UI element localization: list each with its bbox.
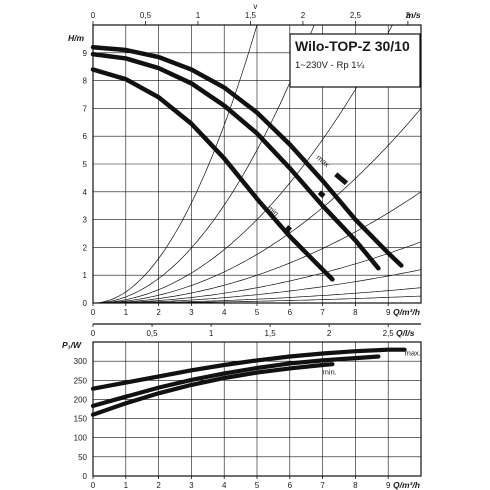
head-x-tick-label: 4 [222, 308, 227, 317]
power-y-tick-label: 0 [83, 472, 88, 481]
system-curve-line [93, 269, 421, 303]
head-x-tick-label: 0 [91, 308, 96, 317]
system-curve-line [93, 25, 258, 303]
power-y-axis-label: P₁/W [62, 340, 82, 350]
system-curve-line [93, 241, 421, 303]
head-x-axis-label: Q/m³/h [393, 307, 420, 317]
head-x-tick-label: 6 [288, 308, 293, 317]
power-y-tick-label: 150 [74, 415, 88, 424]
head-x-tick-label: 3 [189, 308, 194, 317]
head-y-tick-label: 5 [83, 160, 88, 169]
velocity-axis-label: v [253, 2, 257, 11]
chart-title: Wilo-TOP-Z 30/10 [295, 38, 410, 54]
power-x-tick-label: 9 [386, 481, 391, 490]
system-curve-line [93, 191, 421, 303]
velocity-tick-label: 2,5 [350, 11, 362, 20]
head-x-tick-label: 9 [386, 308, 391, 317]
head-y-tick-label: 3 [83, 216, 88, 225]
power-label-max: max. [405, 348, 421, 357]
chart-subtitle: 1~230V - Rp 1¼ [295, 60, 366, 71]
flow-ls-tick-label: 1 [209, 329, 214, 338]
flow-ls-tick-label: 0,5 [146, 329, 158, 338]
head-y-tick-label: 9 [83, 49, 88, 58]
system-curve-line [93, 25, 315, 303]
curve-label-min: min [266, 203, 281, 218]
power-x-axis-label: Q/m³/h [393, 480, 420, 490]
power-x-tick-label: 1 [124, 481, 129, 490]
power-y-tick-label: 50 [78, 453, 87, 462]
head-curve-series-0 [90, 44, 404, 268]
flow-ls-tick-label: 2,5 [383, 329, 395, 338]
power-curve-series-2 [90, 362, 335, 417]
power-x-tick-label: 2 [156, 481, 161, 490]
head-x-tick-label: 7 [320, 308, 325, 317]
power-y-tick-label: 300 [74, 357, 88, 366]
head-x-tick-label: 8 [353, 308, 358, 317]
system-curve-line [93, 108, 421, 303]
flow-ls-tick-label: 0 [91, 329, 96, 338]
power-y-tick-label: 200 [74, 395, 88, 404]
power-x-tick-label: 4 [222, 481, 227, 490]
power-x-tick-label: 0 [91, 481, 96, 490]
head-y-tick-label: 0 [83, 299, 88, 308]
max-curve-marker [334, 172, 349, 186]
velocity-tick-label: 2 [301, 11, 306, 20]
power-x-tick-label: 7 [320, 481, 325, 490]
min-curve-marker [284, 225, 292, 233]
head-x-tick-label: 2 [156, 308, 161, 317]
mid-curve-marker [317, 190, 326, 199]
title-box: Wilo-TOP-Z 30/10 1~230V - Rp 1¼ [289, 33, 421, 88]
flow-ls-axis-label: Q/l/s [396, 328, 415, 338]
power-curve-series-0 [90, 347, 407, 391]
head-curve-series-1 [90, 51, 381, 271]
head-x-tick-label: 5 [255, 308, 260, 317]
velocity-tick-label: 0 [91, 11, 96, 20]
head-y-tick-label: 8 [83, 77, 88, 86]
power-y-tick-label: 250 [74, 376, 88, 385]
flow-ls-tick-label: 1,5 [265, 329, 277, 338]
head-y-tick-label: 2 [83, 243, 88, 252]
power-x-tick-label: 6 [288, 481, 293, 490]
head-y-tick-label: 6 [83, 132, 88, 141]
power-y-tick-label: 100 [74, 434, 88, 443]
head-y-tick-label: 7 [83, 104, 88, 113]
flow-ls-tick-label: 2 [327, 329, 332, 338]
velocity-tick-label: 3 [406, 11, 411, 20]
velocity-tick-label: 1 [196, 11, 201, 20]
curve-label-max: max [315, 153, 332, 169]
power-label-min: min. [323, 368, 337, 377]
system-curves [93, 25, 421, 303]
velocity-tick-label: 0,5 [140, 11, 152, 20]
velocity-axis-unit: m/s [406, 10, 421, 20]
power-chart: 0 1 2 3 4 5 6 7 8 9 Q/m³/h 0 50 100 150 200 250 300 P₁/W 0 0… [62, 323, 422, 490]
power-x-tick-label: 5 [255, 481, 260, 490]
head-curve-series-2 [90, 67, 335, 282]
head-y-axis-label: H/m [68, 33, 85, 43]
velocity-tick-label: 1,5 [245, 11, 257, 20]
head-y-tick-label: 1 [83, 271, 88, 280]
head-y-tick-label: 4 [83, 188, 88, 197]
power-x-tick-label: 3 [189, 481, 194, 490]
power-curve-series-1 [90, 354, 381, 408]
head-x-tick-label: 1 [124, 308, 129, 317]
power-x-tick-label: 8 [353, 481, 358, 490]
